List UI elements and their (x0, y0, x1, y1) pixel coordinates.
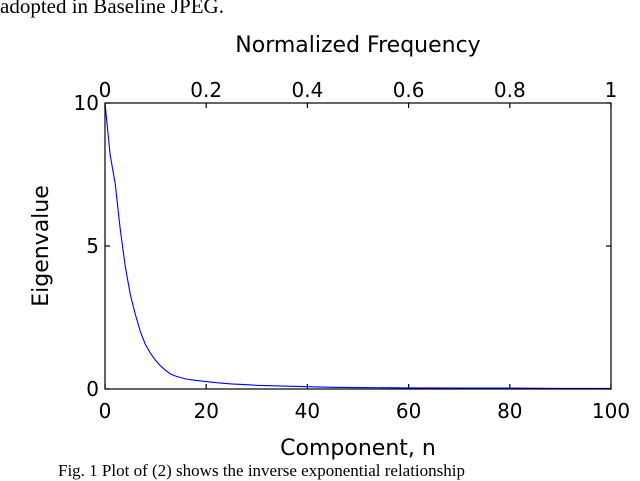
y-axis-title: Eigenvalue (29, 185, 54, 307)
x-tick-label: 0 (99, 399, 112, 423)
plot-area (105, 103, 611, 389)
y-tick-label: 5 (86, 234, 99, 258)
x-tick-label: 100 (592, 399, 630, 423)
x-tick-label: 60 (396, 399, 421, 423)
x-tick-label: 80 (497, 399, 522, 423)
figure-caption: Fig. 1 Plot of (2) shows the inverse exp… (58, 461, 465, 480)
x2-axis-title: Normalized Frequency (235, 33, 480, 58)
y-tick-label: 0 (86, 377, 99, 401)
series-layer (104, 102, 611, 389)
series-line (104, 102, 611, 389)
text-above-chart: adopted in Baseline JPEG. (0, 0, 224, 18)
x2-tick-label: 0.4 (291, 78, 323, 102)
plot-frame (104, 102, 612, 390)
x2-tick-label: 0.6 (393, 78, 425, 102)
x-tick-label: 40 (295, 399, 320, 423)
x2-tick-label: 0.8 (494, 78, 526, 102)
x-axis-title: Component, n (280, 436, 436, 461)
x2-tick-label: 0 (99, 78, 112, 102)
x-tick-label: 20 (193, 399, 218, 423)
y-tick-label: 10 (74, 91, 99, 115)
x2-tick-label: 1 (605, 78, 618, 102)
x2-tick-label: 0.2 (190, 78, 222, 102)
